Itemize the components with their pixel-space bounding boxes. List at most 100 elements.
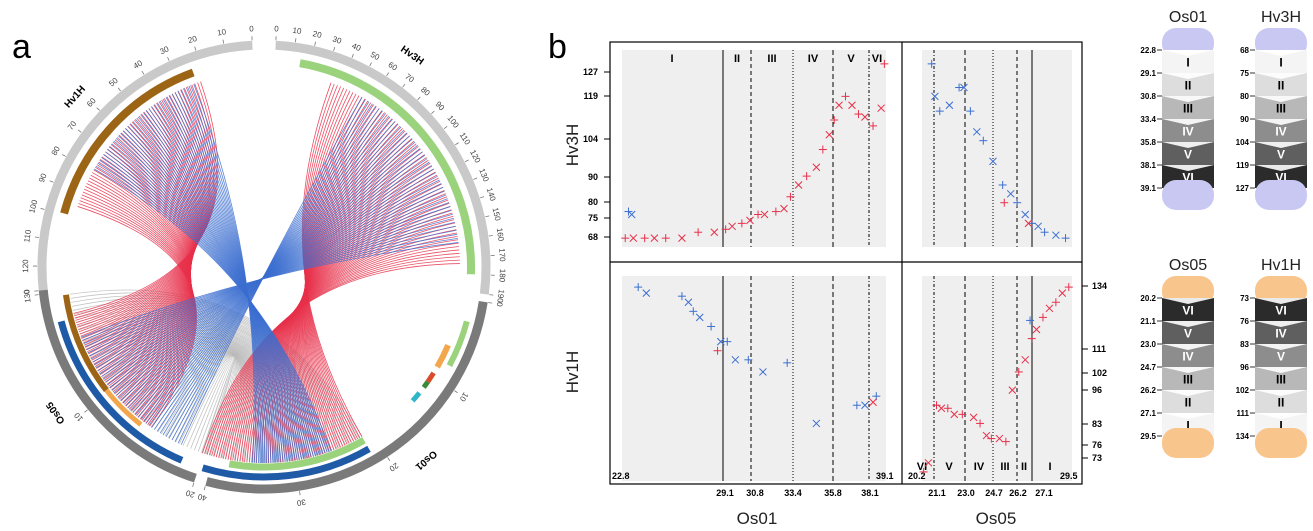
os01-segment-label: VI [1182, 171, 1193, 185]
data-point [707, 322, 716, 331]
os01-tick-mark [203, 486, 206, 491]
os01-legend-tick: 22.8 [1140, 46, 1156, 55]
synteny-link [156, 115, 390, 432]
os05-tick: 21.1 [928, 488, 946, 498]
os05-segment-arrow [1162, 321, 1214, 327]
hv3h-tick: 80 [588, 197, 598, 207]
hv1h-tick: 111 [1092, 344, 1106, 354]
os05-tick-mark [84, 409, 88, 413]
os01-segment-arrow [1162, 73, 1214, 79]
hv3h-legend-tick: 68 [1240, 46, 1249, 55]
data-point [969, 413, 978, 422]
dotplot-frame [609, 41, 1083, 485]
chromosome-name: Hv3H [398, 44, 425, 68]
data-point [695, 313, 704, 322]
os01-segment [1162, 142, 1214, 165]
hv3h-tick-label: 150 [491, 207, 503, 223]
data-point [802, 172, 811, 181]
data-point [989, 157, 997, 166]
os01-segment-label: I [1186, 56, 1189, 70]
hv3h-tick-label: 190 [495, 289, 506, 304]
hv1h-tick-label: 110 [22, 229, 33, 243]
hv3h-tick-mark [480, 196, 485, 199]
seg-os01-4: IV [808, 53, 819, 65]
hv1h-segment-label: V [1277, 350, 1285, 364]
hv1h-tick-label: 0 [249, 24, 254, 33]
hv3h-tick-label: 130 [477, 167, 491, 183]
hv3h-ring [275, 40, 491, 295]
data-point [759, 368, 767, 376]
synteny-link [114, 340, 284, 463]
data-point [661, 234, 670, 243]
hv3h-tick: 75 [588, 213, 598, 223]
synteny-link [201, 356, 236, 455]
seg-os05-1: VI [917, 461, 927, 473]
hv3h-legend-tick: 119 [1236, 161, 1249, 170]
hv3h-tick-mark [485, 215, 490, 218]
data-point [1027, 334, 1036, 343]
os05-cap-bottom [1162, 428, 1214, 458]
os01-segment-label: II [1185, 79, 1192, 93]
data-point [1024, 219, 1033, 228]
hv1h-ring [37, 40, 253, 295]
data-point [960, 83, 968, 92]
hv3h-tick: 90 [588, 172, 598, 182]
hv1h-cap-bottom [1255, 428, 1307, 458]
segment-legend: Os01IIIIIIIVVVI22.829.130.833.435.838.13… [1140, 9, 1307, 458]
os05-legend-tick: 21.1 [1140, 317, 1156, 326]
data-point [1013, 198, 1022, 207]
data-point [987, 434, 996, 443]
data-point [995, 434, 1004, 443]
hv3h-tick-label: 20 [312, 29, 323, 40]
hv1h-tick-mark [77, 129, 82, 133]
os05-segment-label: VI [1182, 304, 1193, 318]
hv1h-segment-label: VI [1275, 304, 1286, 318]
hv1h-tick-label: 130 [22, 288, 33, 303]
os01-track-blue [201, 445, 371, 481]
data-point [721, 225, 730, 234]
data-point [812, 163, 821, 172]
data-point [945, 101, 954, 110]
data-point [998, 180, 1007, 189]
hv1h-track [60, 68, 195, 215]
hv3h-segment [1255, 73, 1307, 96]
os05-legend-tick: 26.2 [1140, 386, 1156, 395]
data-point [972, 127, 981, 136]
seg-os01-5: V [847, 53, 855, 65]
os01-segment-arrow [1162, 142, 1214, 148]
os05-tick-label: 10 [72, 410, 85, 423]
os05-track-brown [62, 294, 109, 392]
os01-legend-tick: 29.1 [1140, 69, 1156, 78]
chromosome-name: Os01 [413, 448, 439, 472]
data-point [924, 458, 933, 467]
hv3h-tick-mark [417, 96, 421, 101]
plot-bg-hv1h-os05 [922, 276, 1072, 481]
hv1h-tick-label: 120 [21, 259, 30, 273]
hv3h-tick-mark [351, 53, 354, 58]
hv1h-tick: 96 [1092, 385, 1102, 395]
os05-legend-title: Os05 [1169, 257, 1207, 274]
hv3h-tick-mark [431, 110, 435, 115]
hv3h-tick-mark [464, 159, 469, 163]
hv1h-tick-mark [96, 107, 100, 111]
os05-segment-arrow [1162, 390, 1214, 396]
data-point [786, 192, 795, 201]
seg-os01-1: I [670, 53, 673, 65]
hv3h-cap-bottom [1255, 180, 1307, 210]
hv3h-segment [1255, 142, 1307, 165]
data-point [728, 222, 736, 231]
synteny-link [150, 351, 250, 463]
os01-green-small [446, 320, 470, 367]
os05-segment [1162, 321, 1214, 344]
hv1h-tick-mark [62, 154, 66, 157]
os05-segment-arrow [1162, 413, 1214, 419]
data-point [841, 92, 850, 101]
seg-os01-6: VI [872, 53, 882, 65]
os05-orange-small [104, 388, 143, 427]
col-label-os05: Os05 [976, 509, 1017, 528]
hv3h-segment-label: II [1278, 79, 1285, 93]
data-point [634, 283, 643, 292]
os05-segment [1162, 298, 1214, 321]
os01-tick: 29.1 [716, 488, 734, 498]
seg-os05-5: II [1021, 461, 1027, 473]
